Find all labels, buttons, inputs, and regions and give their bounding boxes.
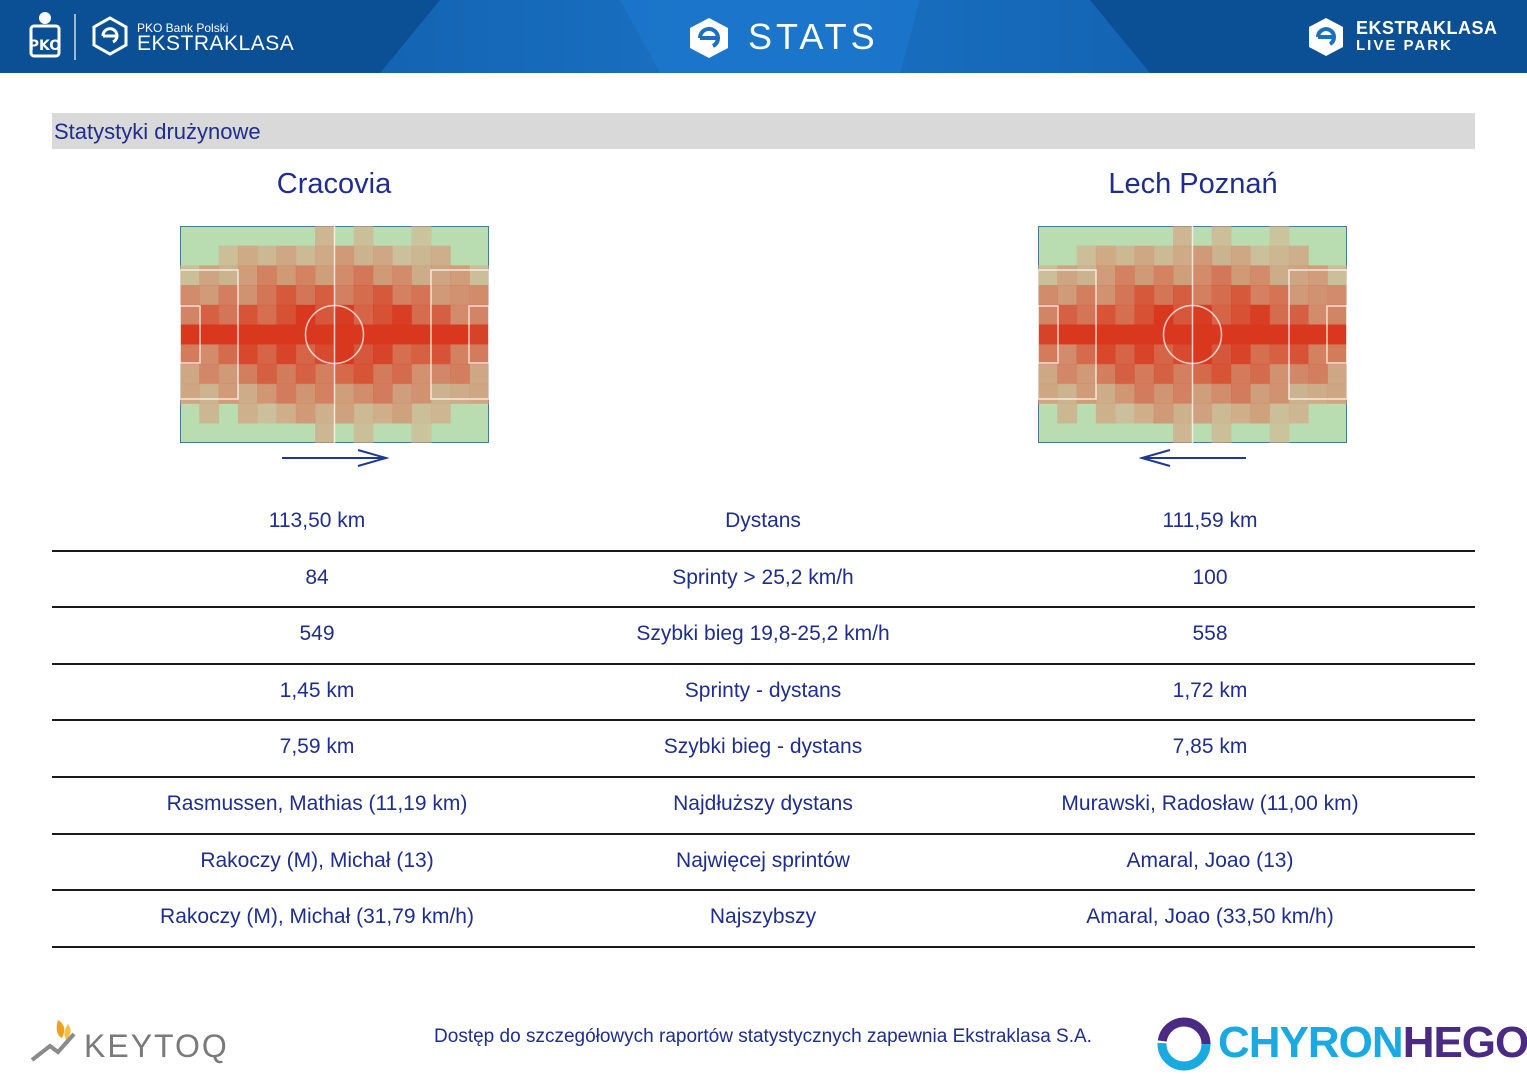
keytoq-logo-icon: [30, 1020, 76, 1062]
stat-label: Szybki bieg - dystans: [663, 735, 863, 759]
home-value: 1,45 km: [279, 678, 355, 702]
away-value: 1,72 km: [1172, 678, 1248, 702]
stat-label: Najszybszy: [709, 905, 817, 929]
keytoq-brand: KEYTOQ: [84, 1028, 229, 1064]
brand-line-1: EKSTRAKLASA: [1356, 18, 1498, 38]
svg-text:PKO: PKO: [29, 38, 61, 54]
chyronhego-logo-icon: [1157, 1017, 1211, 1071]
stat-label: Sprinty - dystans: [684, 678, 842, 702]
home-value: 7,59 km: [279, 735, 355, 759]
stat-row: Rakoczy (M), Michał (13) Najwięcej sprin…: [52, 835, 1475, 892]
home-direction-arrow-icon: [282, 449, 390, 467]
ekstraklasa-logo-icon: [92, 16, 128, 56]
away-team-name: Lech Poznań: [1108, 168, 1278, 200]
stat-row: 7,59 km Szybki bieg - dystans 7,85 km: [52, 721, 1475, 778]
hego-part: HEGO: [1402, 1018, 1527, 1067]
sponsor-label: PKO Bank Polski: [137, 21, 229, 35]
stat-row: 113,50 km Dystans 111,59 km: [52, 495, 1475, 552]
home-team-name: Cracovia: [276, 168, 392, 200]
stat-row: 1,45 km Sprinty - dystans 1,72 km: [52, 665, 1475, 722]
home-value: 549: [299, 622, 335, 646]
footer-note: Dostęp do szczegółowych raportów statyst…: [434, 1026, 1092, 1047]
ekstraklasa-e-icon: [690, 18, 728, 58]
home-value: 84: [305, 565, 329, 589]
section-header: Statystyki drużynowe: [52, 113, 1475, 149]
away-value: 558: [1192, 622, 1228, 646]
section-title: Statystyki drużynowe: [54, 119, 261, 144]
away-value: Amaral, Joao (33,50 km/h): [1086, 905, 1334, 929]
away-value: Murawski, Radosław (11,00 km): [1061, 791, 1359, 815]
stat-label: Najwięcej sprintów: [676, 848, 850, 872]
stat-label: Szybki bieg 19,8-25,2 km/h: [636, 622, 890, 646]
stat-row: Rasmussen, Mathias (11,19 km) Najdłuższy…: [52, 778, 1475, 835]
league-name: EKSTRAKLASA: [137, 32, 295, 55]
stat-row: 549 Szybki bieg 19,8-25,2 km/h 558: [52, 608, 1475, 665]
pko-logo-icon: PKO: [29, 12, 61, 58]
away-value: 111,59 km: [1162, 509, 1258, 532]
away-direction-arrow-icon: [1138, 449, 1246, 467]
stat-label: Dystans: [725, 509, 801, 532]
stat-label: Najdłuższy dystans: [673, 791, 853, 815]
chyron-part: CHYRON: [1218, 1018, 1404, 1067]
chyronhego-brand: CHYRONHEGO: [1218, 1018, 1527, 1068]
away-value: 7,85 km: [1172, 735, 1248, 759]
home-value: 113,50 km: [268, 509, 366, 532]
away-heatmap: [1038, 226, 1347, 443]
header-bar: PKO PKO Bank Polski EKSTRAKLASA STATS EK…: [0, 0, 1527, 73]
header-divider: [74, 14, 76, 60]
home-value: Rakoczy (M), Michał (13): [200, 848, 434, 872]
home-value: Rakoczy (M), Michał (31,79 km/h): [160, 905, 474, 929]
stat-row: 84 Sprinty > 25,2 km/h 100: [52, 552, 1475, 609]
home-heatmap: [180, 226, 489, 443]
brand-line-2: LIVE PARK: [1356, 37, 1453, 54]
away-value: Amaral, Joao (13): [1126, 848, 1294, 872]
stat-row: Rakoczy (M), Michał (31,79 km/h) Najszyb…: [52, 891, 1475, 948]
stat-label: Sprinty > 25,2 km/h: [672, 565, 854, 589]
away-value: 100: [1192, 565, 1228, 589]
stats-table: 113,50 km Dystans 111,59 km 84 Sprinty >…: [52, 495, 1475, 948]
page-title: STATS: [748, 16, 879, 57]
live-park-logo-icon: [1309, 18, 1343, 56]
home-value: Rasmussen, Mathias (11,19 km): [166, 791, 468, 815]
